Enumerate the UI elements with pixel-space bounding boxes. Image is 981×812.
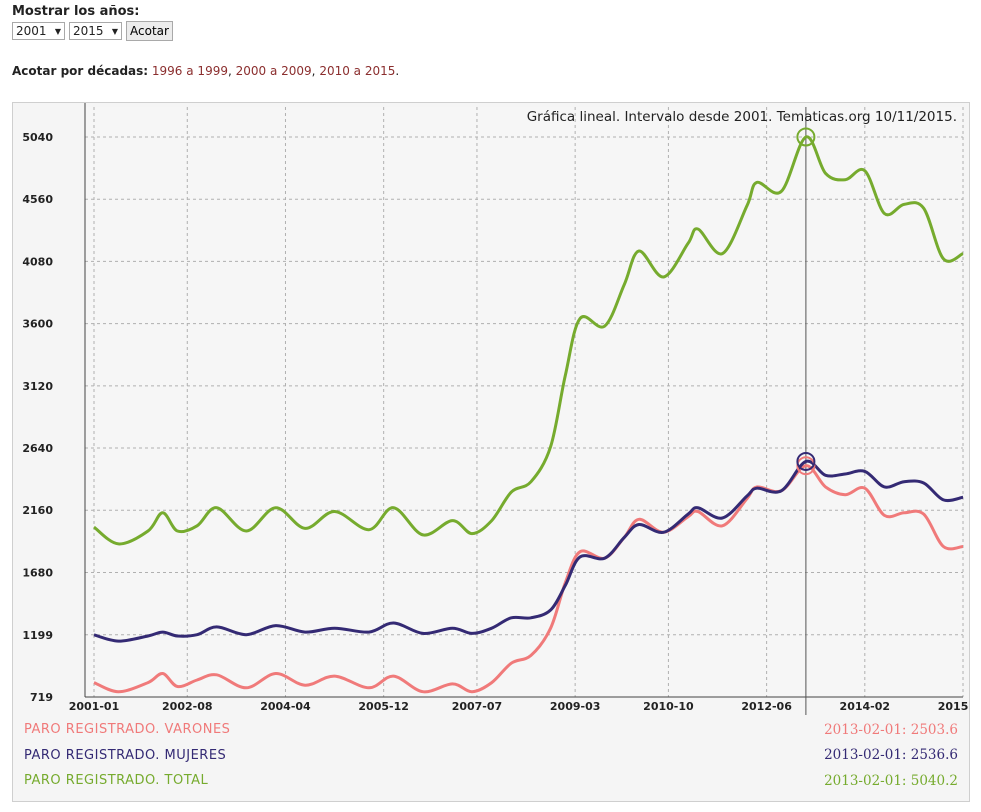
- series-lines: [93, 135, 964, 694]
- legend-value-varones: 2013-02-01: 2503.6: [824, 721, 958, 738]
- line-chart[interactable]: 719119916802160264031203600408045605040 …: [13, 103, 981, 715]
- marker-varones: [796, 456, 816, 476]
- plot-area: [85, 107, 963, 697]
- marker-mujeres: [796, 451, 816, 471]
- y-tick-label: 4080: [22, 255, 53, 268]
- chart-grid: [84, 103, 964, 715]
- decade-link-2010[interactable]: 2010 a 2015: [319, 64, 396, 78]
- x-tick-label: 2002-08: [162, 700, 213, 713]
- series-line-mujeres[interactable]: [93, 459, 964, 643]
- legend-value-total: 2013-02-01: 5040.2: [824, 772, 958, 789]
- y-tick-label: 1680: [22, 566, 53, 579]
- y-tick-label: 5040: [22, 131, 53, 144]
- decade-link-2000[interactable]: 2000 a 2009: [235, 64, 312, 78]
- x-tick-label: 2009-03: [550, 700, 601, 713]
- acotar-button[interactable]: Acotar: [126, 21, 173, 41]
- series-line-total[interactable]: [93, 135, 964, 546]
- y-axis-labels: 719 1199 1680 2160 2640 3120 3600 4080 4560 5040: [22, 131, 53, 704]
- legend-row-total[interactable]: PARO REGISTRADO. TOTAL 2013-02-01: 5040.…: [12, 768, 970, 794]
- to-year-value: 2015: [73, 24, 104, 38]
- year-range-controls: Mostrar los años: 2001 ▼ 2015 ▼ Acotar: [12, 4, 173, 41]
- decade-filter-label: Acotar por décadas:: [12, 64, 149, 78]
- x-tick-label: 2014-02: [840, 700, 891, 713]
- chart-panel: 719 1199 1680 2160 2640 3120 3600 4080 4560 5040 …: [12, 102, 981, 802]
- year-range-label: Mostrar los años:: [12, 4, 140, 19]
- legend-row-varones[interactable]: PARO REGISTRADO. VARONES 2013-02-01: 250…: [12, 717, 970, 743]
- legend-row-mujeres[interactable]: PARO REGISTRADO. MUJERES 2013-02-01: 253…: [12, 743, 970, 769]
- to-year-select[interactable]: 2015 ▼: [69, 22, 122, 40]
- x-tick-label: 2007-07: [452, 700, 503, 713]
- legend-label-total: PARO REGISTRADO. TOTAL: [24, 773, 209, 789]
- chevron-down-icon: ▼: [111, 26, 118, 36]
- x-tick-label: 2010-10: [643, 700, 694, 713]
- from-year-value: 2001: [16, 24, 47, 38]
- y-tick-label: 3600: [22, 318, 53, 331]
- y-tick-label: 2160: [22, 504, 53, 517]
- year-range-row: 2001 ▼ 2015 ▼ Acotar: [12, 21, 173, 41]
- highlight-markers: [796, 127, 816, 476]
- chevron-down-icon: ▼: [54, 26, 61, 36]
- x-tick-label: 2004-04: [260, 700, 311, 713]
- chart-title: Gráfica lineal. Intervalo desde 2001. Te…: [527, 109, 957, 125]
- decade-link-1996[interactable]: 1996 a 1999: [151, 64, 228, 78]
- y-tick-label: 2640: [22, 442, 53, 455]
- x-tick-label: 2005-12: [358, 700, 409, 713]
- x-tick-label: 2015-10: [938, 700, 969, 713]
- legend-label-mujeres: PARO REGISTRADO. MUJERES: [24, 747, 227, 763]
- from-year-select[interactable]: 2001 ▼: [12, 22, 65, 40]
- chart-legend: PARO REGISTRADO. VARONES 2013-02-01: 250…: [12, 717, 970, 794]
- decade-filter: Acotar por décadas: 1996 a 1999, 2000 a …: [12, 64, 400, 78]
- legend-value-mujeres: 2013-02-01: 2536.6: [824, 747, 958, 764]
- x-tick-label: 2012-06: [741, 700, 792, 713]
- y-tick-label: 3120: [22, 380, 53, 393]
- y-tick-label: 719: [30, 691, 53, 704]
- y-tick-label: 4560: [22, 193, 53, 206]
- legend-label-varones: PARO REGISTRADO. VARONES: [24, 722, 231, 738]
- y-tick-label: 1199: [22, 629, 53, 642]
- x-axis-labels: 2001-01 2002-08 2004-04 2005-12 2007-07 2009-…: [69, 700, 981, 713]
- x-tick-label: 2001-01: [69, 700, 120, 713]
- marker-total: [796, 127, 816, 147]
